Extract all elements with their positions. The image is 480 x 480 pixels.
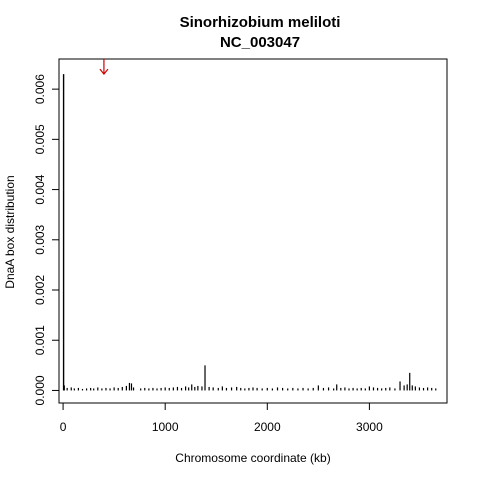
- chart-title: Sinorhizobium meliloti: [180, 14, 341, 31]
- y-axis-label: DnaA box distribution: [3, 175, 17, 288]
- y-tick-label: 0.000: [33, 375, 47, 405]
- x-tick-label: 3000: [356, 420, 383, 434]
- y-tick-label: 0.002: [33, 275, 47, 305]
- y-tick-label: 0.006: [33, 74, 47, 104]
- y-tick-label: 0.005: [33, 124, 47, 154]
- x-axis: 0 1000 2000 3000: [60, 402, 383, 434]
- arrow-head: [99, 68, 109, 76]
- y-tick-label: 0.004: [33, 174, 47, 204]
- plot-frame: [58, 58, 448, 404]
- x-axis-label: Chromosome coordinate (kb): [175, 451, 330, 465]
- y-axis: 0.000 0.001 0.002 0.003 0.004 0.005 0.006: [33, 74, 60, 405]
- x-tick-label: 1000: [152, 420, 179, 434]
- bar-series: [62, 74, 437, 391]
- x-tick-label: 2000: [254, 420, 281, 434]
- chart-subtitle: NC_003047: [220, 34, 300, 51]
- origin-arrow: [99, 59, 109, 76]
- y-tick-label: 0.001: [33, 325, 47, 355]
- x-tick-label: 0: [60, 420, 67, 434]
- y-tick-label: 0.003: [33, 224, 47, 254]
